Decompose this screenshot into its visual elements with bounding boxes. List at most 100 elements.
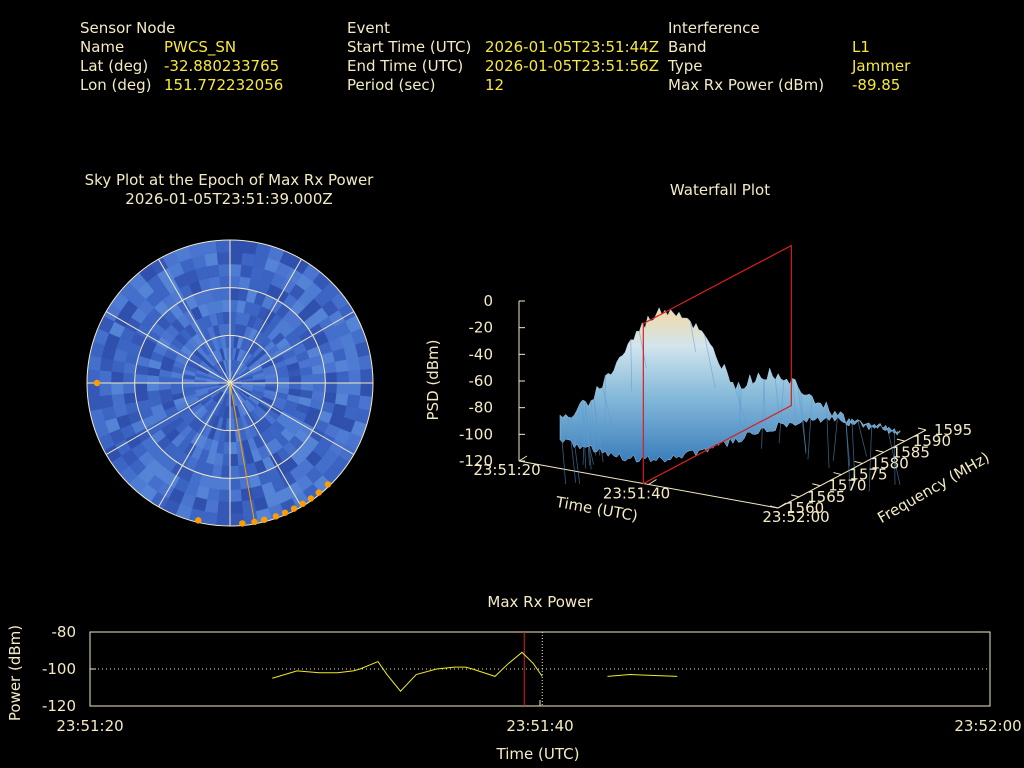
skyplot-cell <box>208 275 221 290</box>
skyplot-cell <box>215 240 231 253</box>
skyplot-cell <box>288 375 302 384</box>
sensor-name-value: PWCS_SN <box>164 38 237 56</box>
waterfall-time-tick-label: 23:51:40 <box>603 485 670 503</box>
skyplot-cell <box>241 499 256 514</box>
waterfall-frequency-tick <box>896 438 905 442</box>
satellite-point <box>324 481 332 488</box>
waterfall-surface-streak <box>807 396 813 460</box>
waterfall-frequency-tick-label: 1565 <box>807 488 845 506</box>
skyplot-cell <box>229 240 245 253</box>
waterfall-frequency-tick-label: 1595 <box>934 421 972 439</box>
skyplot-cell <box>110 382 124 396</box>
interference-type-value: Jammer <box>852 57 911 75</box>
skyplot-cell <box>229 287 240 301</box>
skyplot-cell <box>239 476 252 491</box>
skyplot-cell <box>219 477 231 491</box>
maxpower-x-tick-label: 23:51:40 <box>506 717 573 735</box>
skyplot-azimuth-spoke <box>229 311 355 384</box>
waterfall-surface-streak <box>593 399 604 463</box>
sensor-lat-value: -32.880233765 <box>164 57 280 75</box>
sensor-node-heading: Sensor Node <box>80 19 176 37</box>
satellite-point <box>195 517 202 524</box>
waterfall-surface-streak <box>761 379 765 449</box>
waterfall-surface-streak <box>704 334 716 389</box>
satellite-point <box>315 489 322 496</box>
waterfall-frequency-axis <box>777 429 927 509</box>
waterfall-surface-streak <box>602 387 615 433</box>
satellite-point <box>239 520 246 527</box>
skyplot-cell <box>240 487 254 502</box>
event-start-label: Start Time (UTC) <box>347 38 472 56</box>
waterfall-time-tick-label: 23:52:00 <box>762 508 829 526</box>
maxpower-chart: -80 -100 -120 23:51:20 23:51:40 23:52:00 Time … <box>6 623 1022 763</box>
skyplot-cell <box>277 376 290 384</box>
waterfall-surface <box>559 307 901 492</box>
skyplot-cell <box>265 377 278 384</box>
interference-power-label: Max Rx Power (dBm) <box>668 76 825 94</box>
skyplot-cell <box>229 430 237 443</box>
waterfall-surface-streak <box>570 417 581 485</box>
skyplot-cell <box>348 382 362 397</box>
waterfall-frequency-tick <box>875 449 884 453</box>
waterfall-surface-streak <box>574 403 581 447</box>
skyplot-azimuth-spoke <box>105 382 231 455</box>
maxpower-y-axis-label: Power (dBm) <box>6 625 24 721</box>
waterfall-z-tick-label: 0 <box>483 292 493 310</box>
waterfall-surface-streak <box>797 386 807 452</box>
interference-band-value: L1 <box>852 38 870 56</box>
waterfall-surface-streak <box>868 426 873 492</box>
event-start-value: 2026-01-05T23:51:44Z <box>485 38 659 56</box>
event-period-value: 12 <box>485 76 505 94</box>
skyplot-azimuth-spoke <box>105 311 231 384</box>
skyplot-cell <box>300 374 314 384</box>
skyplot-cell <box>110 370 124 384</box>
waterfall-surface-streak <box>559 415 567 485</box>
skyplot-cell <box>229 418 236 431</box>
waterfall-surface-fill <box>559 307 901 463</box>
waterfall-frequency-tick <box>812 483 821 487</box>
waterfall-axes: 0 -20 -40 -60 -80 -100 -120 PSD (dBm) 23:51:20 23… <box>424 292 993 527</box>
maxpower-y-tick-label: -120 <box>42 697 76 715</box>
skyplot-cell <box>229 453 239 467</box>
waterfall-surface-streak <box>590 400 596 452</box>
skyplot-cell <box>122 372 136 384</box>
skyplot-cell <box>170 382 183 390</box>
waterfall-surface-streak <box>778 380 785 444</box>
skyplot-cell <box>229 501 244 515</box>
waterfall-frequency-tick <box>854 460 863 464</box>
interference-band-label: Band <box>668 38 707 56</box>
maxpower-title: Max Rx Power <box>487 593 593 611</box>
skyplot-cell <box>229 251 244 265</box>
waterfall-surface-streak <box>851 418 855 475</box>
waterfall-frequency-tick <box>769 505 779 509</box>
skyplot-cell <box>217 263 231 277</box>
skyplot-cell <box>334 359 349 373</box>
skyplot-cell <box>312 382 326 393</box>
sensor-lat-label: Lat (deg) <box>80 57 149 75</box>
skyplot-cell <box>348 369 362 384</box>
waterfall-chart: 0 -20 -40 -60 -80 -100 -120 PSD (dBm) 23:51:20 23… <box>424 244 993 527</box>
skyplot-cell <box>134 382 148 393</box>
waterfall-surface-streak <box>845 424 851 492</box>
waterfall-surface-streak <box>568 417 577 483</box>
skyplot-cell <box>346 357 361 372</box>
skyplot-cell <box>122 392 137 405</box>
skyplot-cell <box>134 373 148 384</box>
skyplot-cell <box>360 382 373 398</box>
satellite-point <box>299 500 306 508</box>
maxpower-plot: -80 -100 -120 23:51:20 23:51:40 23:52:00 Time … <box>6 623 1022 763</box>
waterfall-title: Waterfall Plot <box>669 181 771 199</box>
skyplot-cell <box>224 335 231 348</box>
waterfall-surface-streak <box>774 379 780 415</box>
waterfall-surface-streak <box>582 399 587 469</box>
skyplot-cell <box>324 382 338 394</box>
maxpower-y-tick-label: -100 <box>42 660 76 678</box>
maxpower-y-tick-label: -80 <box>52 623 77 641</box>
waterfall-surface-streak <box>738 382 742 435</box>
skyplot-cell <box>215 513 231 526</box>
skyplot-chart <box>86 239 374 527</box>
waterfall-surface-streak <box>593 399 601 456</box>
skyplot-cell <box>229 275 241 289</box>
waterfall-surface-streak <box>791 378 797 424</box>
skyplot-title: Sky Plot at the Epoch of Max Rx Power <box>84 171 374 189</box>
